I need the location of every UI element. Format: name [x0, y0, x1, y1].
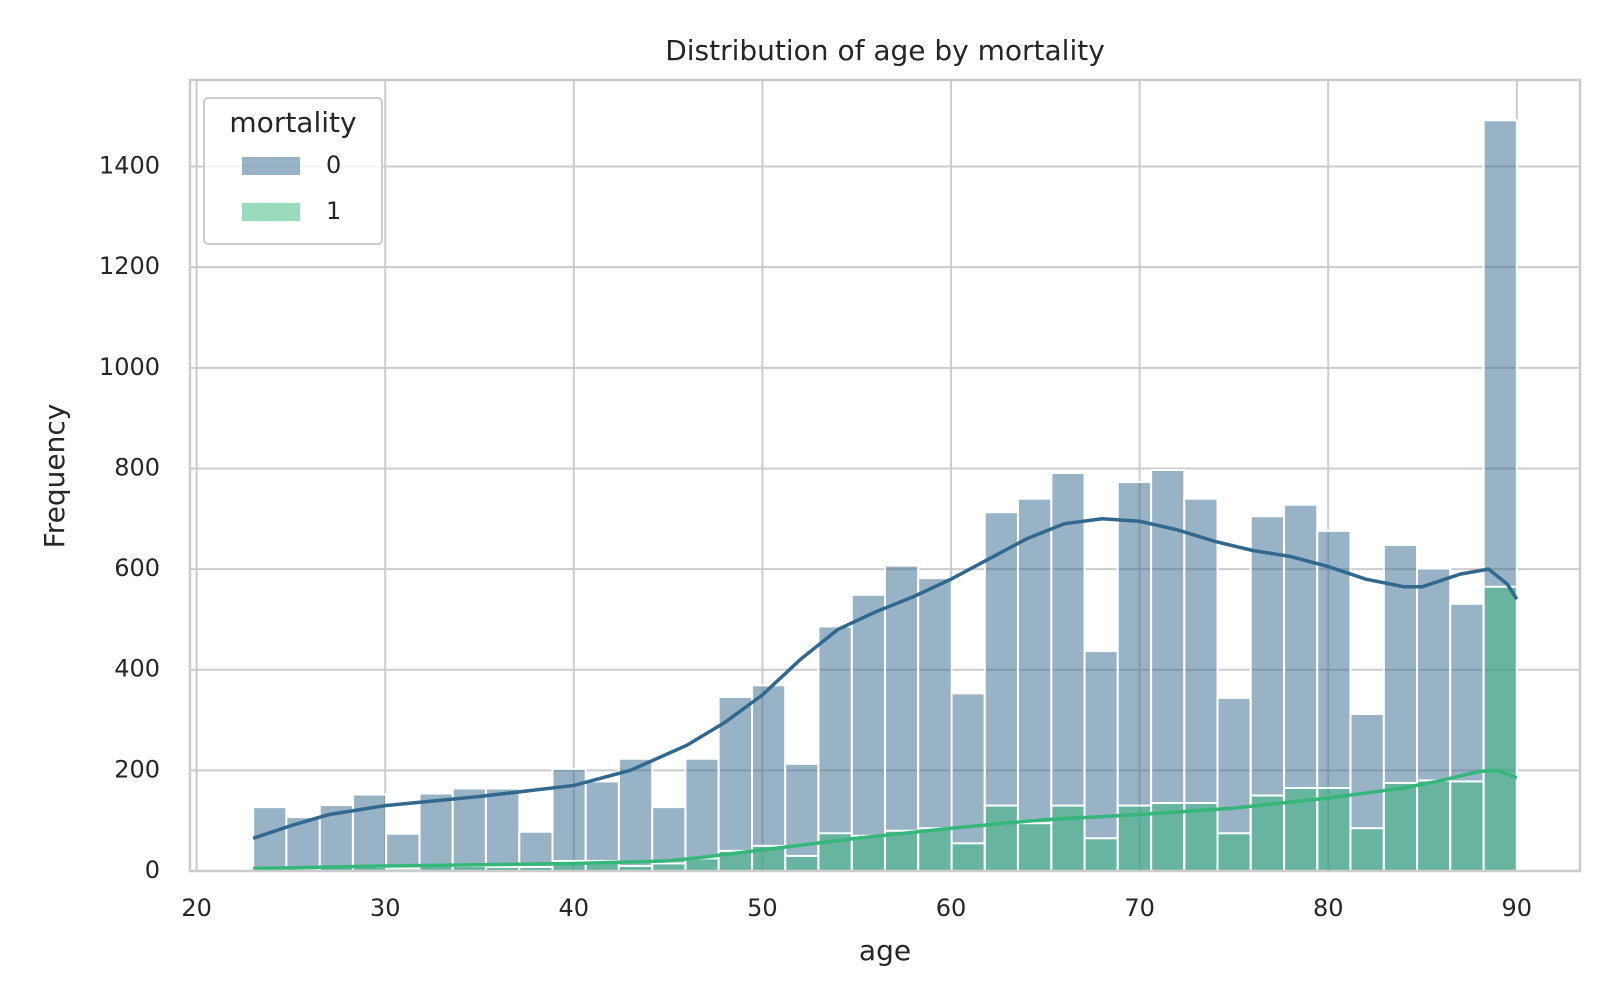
bar — [1083, 837, 1119, 873]
chart-title: Distribution of age by mortality — [665, 34, 1105, 67]
legend-swatch — [242, 157, 300, 175]
bar — [1416, 779, 1452, 873]
bar — [252, 806, 288, 873]
legend-title: mortality — [229, 106, 356, 139]
y-tick-label: 1200 — [99, 252, 160, 280]
bar — [784, 854, 820, 873]
x-tick-label: 60 — [936, 894, 967, 922]
bar — [850, 593, 886, 873]
x-tick-label: 90 — [1502, 894, 1533, 922]
y-tick-label: 0 — [145, 856, 160, 884]
bar — [1482, 585, 1518, 873]
x-tick-label: 30 — [370, 894, 401, 922]
bar — [950, 692, 986, 872]
kde-line — [252, 517, 1519, 840]
bar — [917, 577, 953, 872]
bar — [1050, 804, 1086, 872]
bar — [1016, 822, 1053, 872]
y-tick-label: 600 — [114, 554, 160, 582]
bar — [751, 684, 787, 873]
bar — [1382, 781, 1419, 872]
x-tick-label: 50 — [747, 894, 778, 922]
y-tick-label: 200 — [114, 755, 160, 783]
bar — [917, 827, 953, 872]
y-tick-label: 800 — [114, 453, 160, 481]
bar — [418, 792, 454, 873]
bar — [484, 787, 521, 873]
legend-label: 0 — [326, 151, 341, 179]
bar — [451, 787, 487, 873]
bar — [1349, 827, 1385, 872]
bar — [784, 762, 820, 872]
bar — [617, 757, 654, 872]
plot-frame — [188, 78, 1582, 873]
bar — [584, 780, 620, 872]
kde-line — [253, 768, 1518, 871]
x-tick-label: 20 — [181, 894, 212, 922]
x-tick-label: 80 — [1313, 894, 1344, 922]
legend-label: 1 — [326, 197, 341, 225]
bar — [1183, 802, 1219, 873]
x-tick-label: 40 — [559, 894, 590, 922]
bar — [1449, 780, 1485, 872]
bar — [850, 834, 886, 872]
bar — [817, 625, 853, 873]
legend-swatch — [242, 203, 300, 221]
y-axis-label: Frequency — [38, 404, 71, 549]
bar — [983, 804, 1019, 872]
bar — [884, 829, 920, 872]
bar — [884, 564, 920, 872]
y-tick-label: 1000 — [99, 353, 160, 381]
bar — [684, 757, 720, 872]
x-axis-label: age — [859, 934, 911, 967]
bar — [1016, 497, 1053, 872]
x-tick-label: 70 — [1124, 894, 1155, 922]
bar — [950, 842, 986, 873]
bar — [1083, 650, 1119, 872]
y-tick-label: 400 — [114, 655, 160, 683]
y-tick-label: 1400 — [99, 152, 160, 180]
bar — [1216, 832, 1252, 873]
